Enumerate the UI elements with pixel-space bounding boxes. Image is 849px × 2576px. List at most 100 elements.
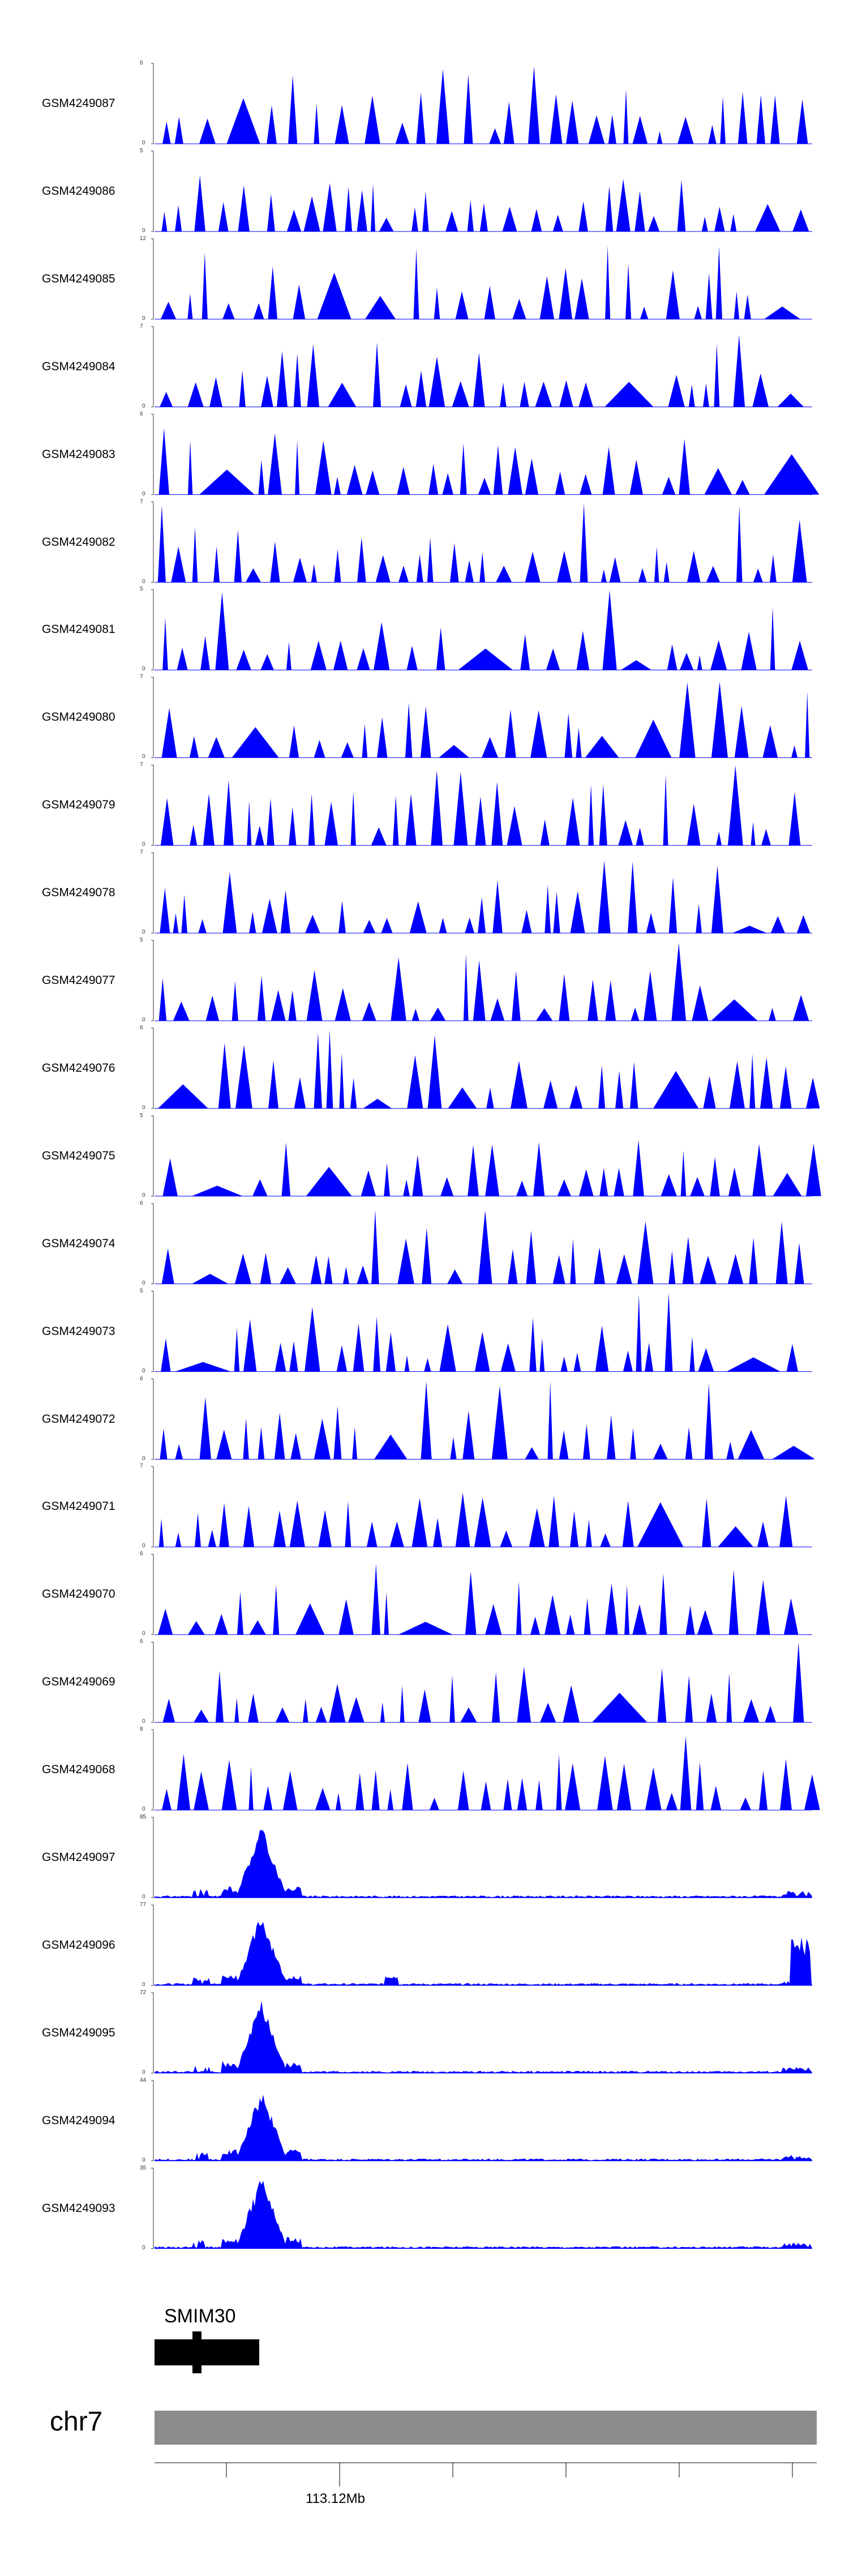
track-label: GSM4249085: [42, 272, 115, 285]
track-label: GSM4249094: [42, 2113, 115, 2127]
track-label: GSM4249075: [42, 1149, 115, 1162]
y-max-label: 5: [140, 937, 143, 943]
y-min-label: 0: [142, 841, 145, 848]
y-min-label: 0: [142, 227, 145, 234]
track-label: GSM4249072: [42, 1412, 115, 1426]
y-min-label: 0: [142, 1981, 145, 1988]
signal-area: [155, 1736, 820, 1811]
y-min-label: 0: [142, 929, 145, 936]
y-min-label: 0: [142, 140, 145, 146]
y-min-label: 0: [142, 1455, 145, 1462]
signal-area: [155, 335, 812, 407]
track-label: GSM4249071: [42, 1500, 115, 1513]
y-max-label: 8: [140, 1726, 143, 1733]
y-max-label: 6: [140, 410, 143, 417]
track-label: GSM4249083: [42, 447, 115, 461]
signal-area: [155, 175, 812, 232]
y-max-label: 5: [140, 586, 143, 593]
y-max-label: 85: [140, 1814, 147, 1820]
y-max-label: 7: [140, 674, 143, 681]
signal-area: [155, 1140, 821, 1196]
signal-area: [155, 1563, 812, 1635]
track-label: GSM4249078: [42, 886, 115, 900]
track-label: GSM4249070: [42, 1587, 115, 1601]
track-label: GSM4249073: [42, 1324, 115, 1338]
track-label: GSM4249077: [42, 974, 115, 987]
y-min-label: 0: [142, 666, 145, 673]
y-min-label: 0: [142, 1631, 145, 1637]
signal-area: [155, 245, 812, 319]
y-min-label: 0: [142, 1104, 145, 1111]
y-min-label: 0: [142, 1017, 145, 1023]
y-max-label: 7: [140, 849, 143, 856]
y-max-label: 77: [140, 1901, 147, 1908]
track-label: GSM4249081: [42, 623, 115, 636]
y-max-label: 44: [140, 2077, 147, 2083]
track-label: GSM4249069: [42, 1675, 115, 1689]
track-label: GSM4249068: [42, 1763, 115, 1777]
signal-area: [155, 861, 812, 934]
y-max-label: 5: [140, 147, 143, 154]
y-min-label: 0: [142, 315, 145, 322]
track-label: GSM4249082: [42, 535, 115, 549]
track-label: GSM4249096: [42, 1938, 115, 1952]
signal-area: [155, 765, 812, 846]
signal-area: [155, 1293, 812, 1372]
y-min-label: 0: [142, 2244, 145, 2251]
track-label: GSM4249084: [42, 360, 115, 373]
signal-area: [155, 1210, 812, 1284]
track-label: GSM4249087: [42, 97, 115, 110]
y-min-label: 0: [142, 403, 145, 409]
y-min-label: 0: [142, 1367, 145, 1374]
signal-area: [155, 682, 812, 758]
signal-area: [155, 2180, 812, 2249]
y-max-label: 6: [140, 1551, 143, 1557]
y-max-label: 7: [140, 498, 143, 505]
gene-cds-marker: [192, 2331, 201, 2373]
ideogram-bar: [155, 2411, 817, 2445]
y-max-label: 7: [140, 323, 143, 330]
y-max-label: 7: [140, 761, 143, 768]
track-label: GSM4249080: [42, 711, 115, 724]
track-label: GSM4249093: [42, 2201, 115, 2215]
gene-label: SMIM30: [164, 2305, 236, 2327]
signal-area: [155, 2000, 812, 2073]
coordinate-label: 113.12Mb: [306, 2491, 365, 2506]
track-label: GSM4249079: [42, 798, 115, 812]
signal-area: [155, 1830, 812, 1898]
y-max-label: 35: [140, 2164, 147, 2171]
y-min-label: 0: [142, 1718, 145, 1725]
y-min-label: 0: [142, 754, 145, 760]
track-label: GSM4249086: [42, 184, 115, 198]
signal-area: [155, 503, 812, 583]
y-max-label: 5: [140, 1287, 143, 1294]
y-max-label: 5: [140, 1112, 143, 1119]
signal-area: [155, 1030, 820, 1109]
chromosome-label: chr7: [50, 2407, 103, 2437]
signal-area: [155, 943, 812, 1021]
y-max-label: 6: [140, 1024, 143, 1031]
y-max-label: 7: [140, 1463, 143, 1470]
signal-area: [155, 590, 812, 670]
y-max-label: 6: [140, 60, 143, 66]
signal-area: [155, 66, 812, 144]
y-min-label: 0: [142, 578, 145, 585]
y-max-label: 12: [140, 235, 147, 242]
y-max-label: 72: [140, 1989, 147, 1996]
signal-area: [155, 1642, 812, 1723]
y-min-label: 0: [142, 2156, 145, 2163]
track-label: GSM4249074: [42, 1236, 115, 1250]
y-min-label: 0: [142, 1280, 145, 1286]
y-min-label: 0: [142, 2069, 145, 2076]
signal-area: [155, 1492, 812, 1547]
signal-area: [155, 1922, 812, 1986]
y-max-label: 6: [140, 1638, 143, 1645]
y-max-label: 6: [140, 1375, 143, 1382]
gene-exon: [155, 2339, 259, 2365]
signal-area: [155, 428, 820, 495]
y-min-label: 0: [142, 1894, 145, 1900]
y-min-label: 0: [142, 1806, 145, 1813]
track-label: GSM4249076: [42, 1061, 115, 1075]
y-min-label: 0: [142, 1543, 145, 1550]
